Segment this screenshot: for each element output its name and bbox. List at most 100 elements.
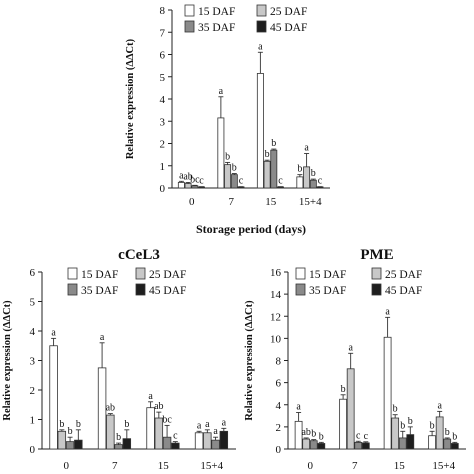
bar (219, 430, 229, 450)
significance-letter: c (356, 430, 361, 441)
legend-label: 15 DAF (198, 6, 235, 18)
bar (256, 73, 264, 189)
significance-letter: c (278, 176, 283, 187)
significance-letter: b (400, 420, 405, 431)
legend-label: 15 DAF (81, 269, 118, 281)
bar (406, 434, 415, 450)
significance-letter: c (173, 431, 178, 442)
bar (194, 432, 204, 450)
y-tick-label: 6 (160, 50, 166, 62)
x-tick-label: 0 (64, 460, 70, 472)
legend-label: 35 DAF (81, 285, 118, 297)
significance-letter: a (304, 143, 309, 154)
x-tick-label: 15 (265, 196, 277, 208)
bar (398, 437, 407, 450)
legend-label: 45 DAF (149, 285, 186, 297)
bar (74, 439, 83, 450)
significance-letter: b (393, 404, 398, 415)
y-tick-label: 4 (276, 400, 282, 412)
y-tick-label: 6 (30, 267, 36, 279)
significance-letter: c (364, 431, 369, 442)
bar (162, 436, 172, 450)
legend-label: 35 DAF (198, 22, 235, 34)
significance-letter: a (437, 400, 442, 411)
bar (317, 443, 326, 450)
y-tick-label: 10 (270, 333, 282, 345)
legend-label: 25 DAF (270, 6, 307, 18)
y-tick-label: 0 (276, 444, 282, 456)
significance-letter: bc (162, 414, 172, 425)
bar (296, 176, 304, 189)
panel-ccel3-chart: cCeL3 Relative expression (ΔΔCt) 0 1 2 3 4 5 6… (2, 247, 236, 472)
x-tick-label: 15+4 (432, 460, 455, 472)
significance-letter: a (148, 391, 153, 402)
bar (224, 164, 232, 189)
panel-pme-chart: PME Relative expression (ΔΔCt) 0 2 4 6 8 10 12… (244, 247, 466, 472)
significance-letter: a (258, 41, 263, 52)
bar (428, 435, 436, 450)
significance-letter: a (197, 420, 202, 431)
legend-swatch (184, 4, 195, 17)
y-tick-label: 6 (276, 378, 282, 390)
significance-letter: a (219, 86, 224, 97)
significance-letter: b (452, 431, 457, 442)
significance-letter: b (297, 164, 302, 175)
legend-swatch (295, 267, 306, 280)
bar (303, 166, 311, 189)
significance-letter: ab (106, 403, 115, 414)
significance-letter: a (296, 401, 301, 412)
bar (391, 417, 400, 450)
legend-label: 15 DAF (309, 269, 346, 281)
legend-swatch (67, 267, 78, 280)
y-tick-label: 7 (160, 27, 166, 39)
significance-letter: b (445, 427, 450, 438)
legend-swatch (135, 283, 146, 296)
bar (106, 414, 115, 450)
y-tick-label: 3 (160, 116, 166, 128)
significance-letter: b (319, 431, 324, 442)
significance-letter: b (59, 419, 64, 430)
significance-letter: b (124, 419, 129, 430)
significance-letter: ab (183, 171, 192, 182)
x-axis-label: Storage period (days) (196, 222, 306, 236)
bar (263, 160, 271, 189)
legend-swatch (184, 20, 195, 33)
significance-letter: a (51, 327, 56, 338)
x-tick-label: 7 (112, 460, 118, 472)
bar (57, 430, 67, 450)
bar (171, 442, 180, 450)
y-tick-label: 4 (160, 94, 166, 106)
bar (361, 442, 370, 450)
bar (177, 182, 185, 189)
y-tick-label: 1 (160, 161, 166, 173)
significance-letter: a (222, 417, 227, 428)
significance-letter: ab (154, 401, 163, 412)
legend-swatch (67, 283, 78, 296)
bar (146, 407, 155, 450)
legend-swatch (295, 283, 306, 296)
legend-swatch (371, 283, 382, 296)
y-tick-label: 8 (276, 356, 282, 368)
significance-letter: a (179, 170, 184, 181)
panel-title: cCeL3 (118, 247, 160, 263)
x-tick-label: 7 (352, 460, 358, 472)
y-tick-label: 12 (270, 311, 281, 323)
legend-label: 45 DAF (270, 22, 307, 34)
significance-letter: b (311, 168, 316, 179)
y-tick-label: 8 (160, 5, 166, 17)
x-tick-label: 7 (229, 196, 235, 208)
y-axis-label: Relative expression (ΔΔCt) (2, 300, 13, 421)
y-tick-label: 16 (270, 267, 282, 279)
bar (203, 432, 212, 450)
significance-letter: bc (190, 174, 200, 185)
significance-letter: b (265, 149, 270, 160)
significance-letter: b (311, 429, 316, 440)
significance-letter: b (68, 426, 73, 437)
significance-letter: b (116, 432, 121, 443)
bar (217, 117, 225, 189)
y-tick-label: 0 (30, 444, 36, 456)
legend-swatch (371, 267, 382, 280)
legend-swatch (256, 20, 267, 33)
significance-letter: ab (301, 427, 310, 438)
legend-label: 25 DAF (149, 269, 186, 281)
